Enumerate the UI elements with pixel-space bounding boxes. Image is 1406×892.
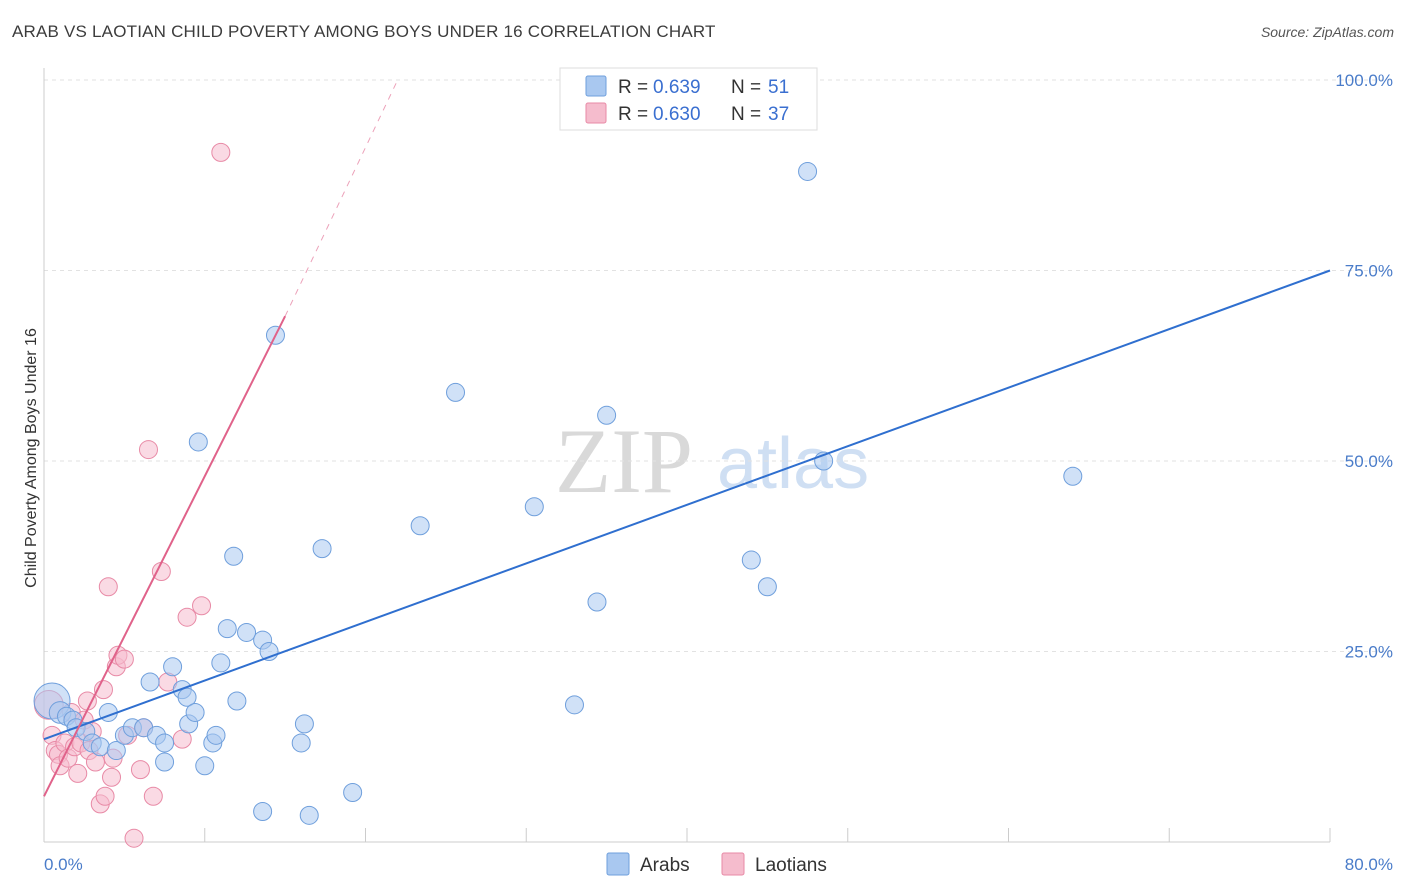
arabs-point [299,805,319,825]
arabs-point [155,733,175,753]
arabs-trendline [43,269,1331,741]
arabs-point [524,497,544,517]
laotians-point [151,561,171,581]
laotians-point [95,786,115,806]
arabs-point [253,802,273,822]
arabs-point [587,592,607,612]
legend-laotians-r-label: R = [618,104,648,125]
arabs-point [757,577,777,597]
legend-arabs-r-label: R = [618,77,648,98]
laotians-point [98,577,118,597]
x-tick-label: 0.0% [44,855,83,874]
arabs-point [798,161,818,181]
bottom-legend-laotians-label: Laotians [755,855,827,876]
arabs-point [211,653,231,673]
bottom-legend-laotians-swatch [721,852,745,876]
x-tick-label: 80.0% [1345,855,1393,874]
arabs-point [106,741,126,761]
laotians-point [138,440,158,460]
arabs-point [177,687,197,707]
arabs-point [564,695,584,715]
arabs-point [597,405,617,425]
series-legend: Arabs Laotians [606,852,827,876]
x-tick-labels: 0.0% 80.0% [44,855,1393,874]
arabs-point [312,539,332,559]
legend-laotians-n-label: N = [731,104,761,125]
arabs-point [185,702,205,722]
arabs-point [206,725,226,745]
arabs-point [291,733,311,753]
legend-arabs-r-value: 0.639 [653,77,701,98]
laotians-point [77,691,97,711]
source-label: Source: ZipAtlas.com [1260,24,1394,40]
arabs-point [188,432,208,452]
laotians-trendline-extension [284,79,399,317]
legend-laotians-r-value: 0.630 [653,104,701,125]
legend-arabs-swatch [585,75,607,97]
arabs-point [343,782,363,802]
arabs-point [410,516,430,536]
laotians-point [177,607,197,627]
arabs-point [1063,466,1083,486]
chart-title: ARAB VS LAOTIAN CHILD POVERTY AMONG BOYS… [12,22,716,41]
arabs-point [237,622,257,642]
arabs-point [163,657,183,677]
correlation-legend: R = 0.639 N = 51 R = 0.630 N = 37 [559,67,818,131]
laotians-points [33,142,231,848]
watermark-atlas: atlas [717,424,869,504]
arabs-point [217,619,237,639]
laotians-point [192,596,212,616]
bottom-legend-arabs-swatch [606,852,630,876]
arabs-point [140,672,160,692]
legend-arabs-n-label: N = [731,77,761,98]
laotians-point [114,649,134,669]
arabs-point [227,691,247,711]
laotians-point [68,763,88,783]
laotians-point [130,760,150,780]
trendlines [43,79,1331,797]
arabs-point [294,714,314,734]
arabs-point [741,550,761,570]
y-tick-label: 50.0% [1345,452,1393,471]
y-tick-label: 100.0% [1335,71,1393,90]
arabs-point [155,752,175,772]
laotians-trendline [43,315,287,797]
y-axis-label: Child Poverty Among Boys Under 16 [23,328,40,588]
laotians-point [124,828,144,848]
legend-arabs-n-value: 51 [768,77,789,98]
gridlines [44,79,1392,652]
laotians-point [211,142,231,162]
arabs-point [224,546,244,566]
bottom-legend-arabs-label: Arabs [640,855,690,876]
laotians-point [143,786,163,806]
y-tick-label: 25.0% [1345,643,1393,662]
legend-laotians-n-value: 37 [768,104,789,125]
y-tick-labels: 25.0% 50.0% 75.0% 100.0% [1335,71,1393,662]
legend-laotians-swatch [585,102,607,124]
arabs-point [90,737,110,757]
arabs-point [195,756,215,776]
y-tick-label: 75.0% [1345,262,1393,281]
laotians-point [102,767,122,787]
arabs-point [446,382,466,402]
